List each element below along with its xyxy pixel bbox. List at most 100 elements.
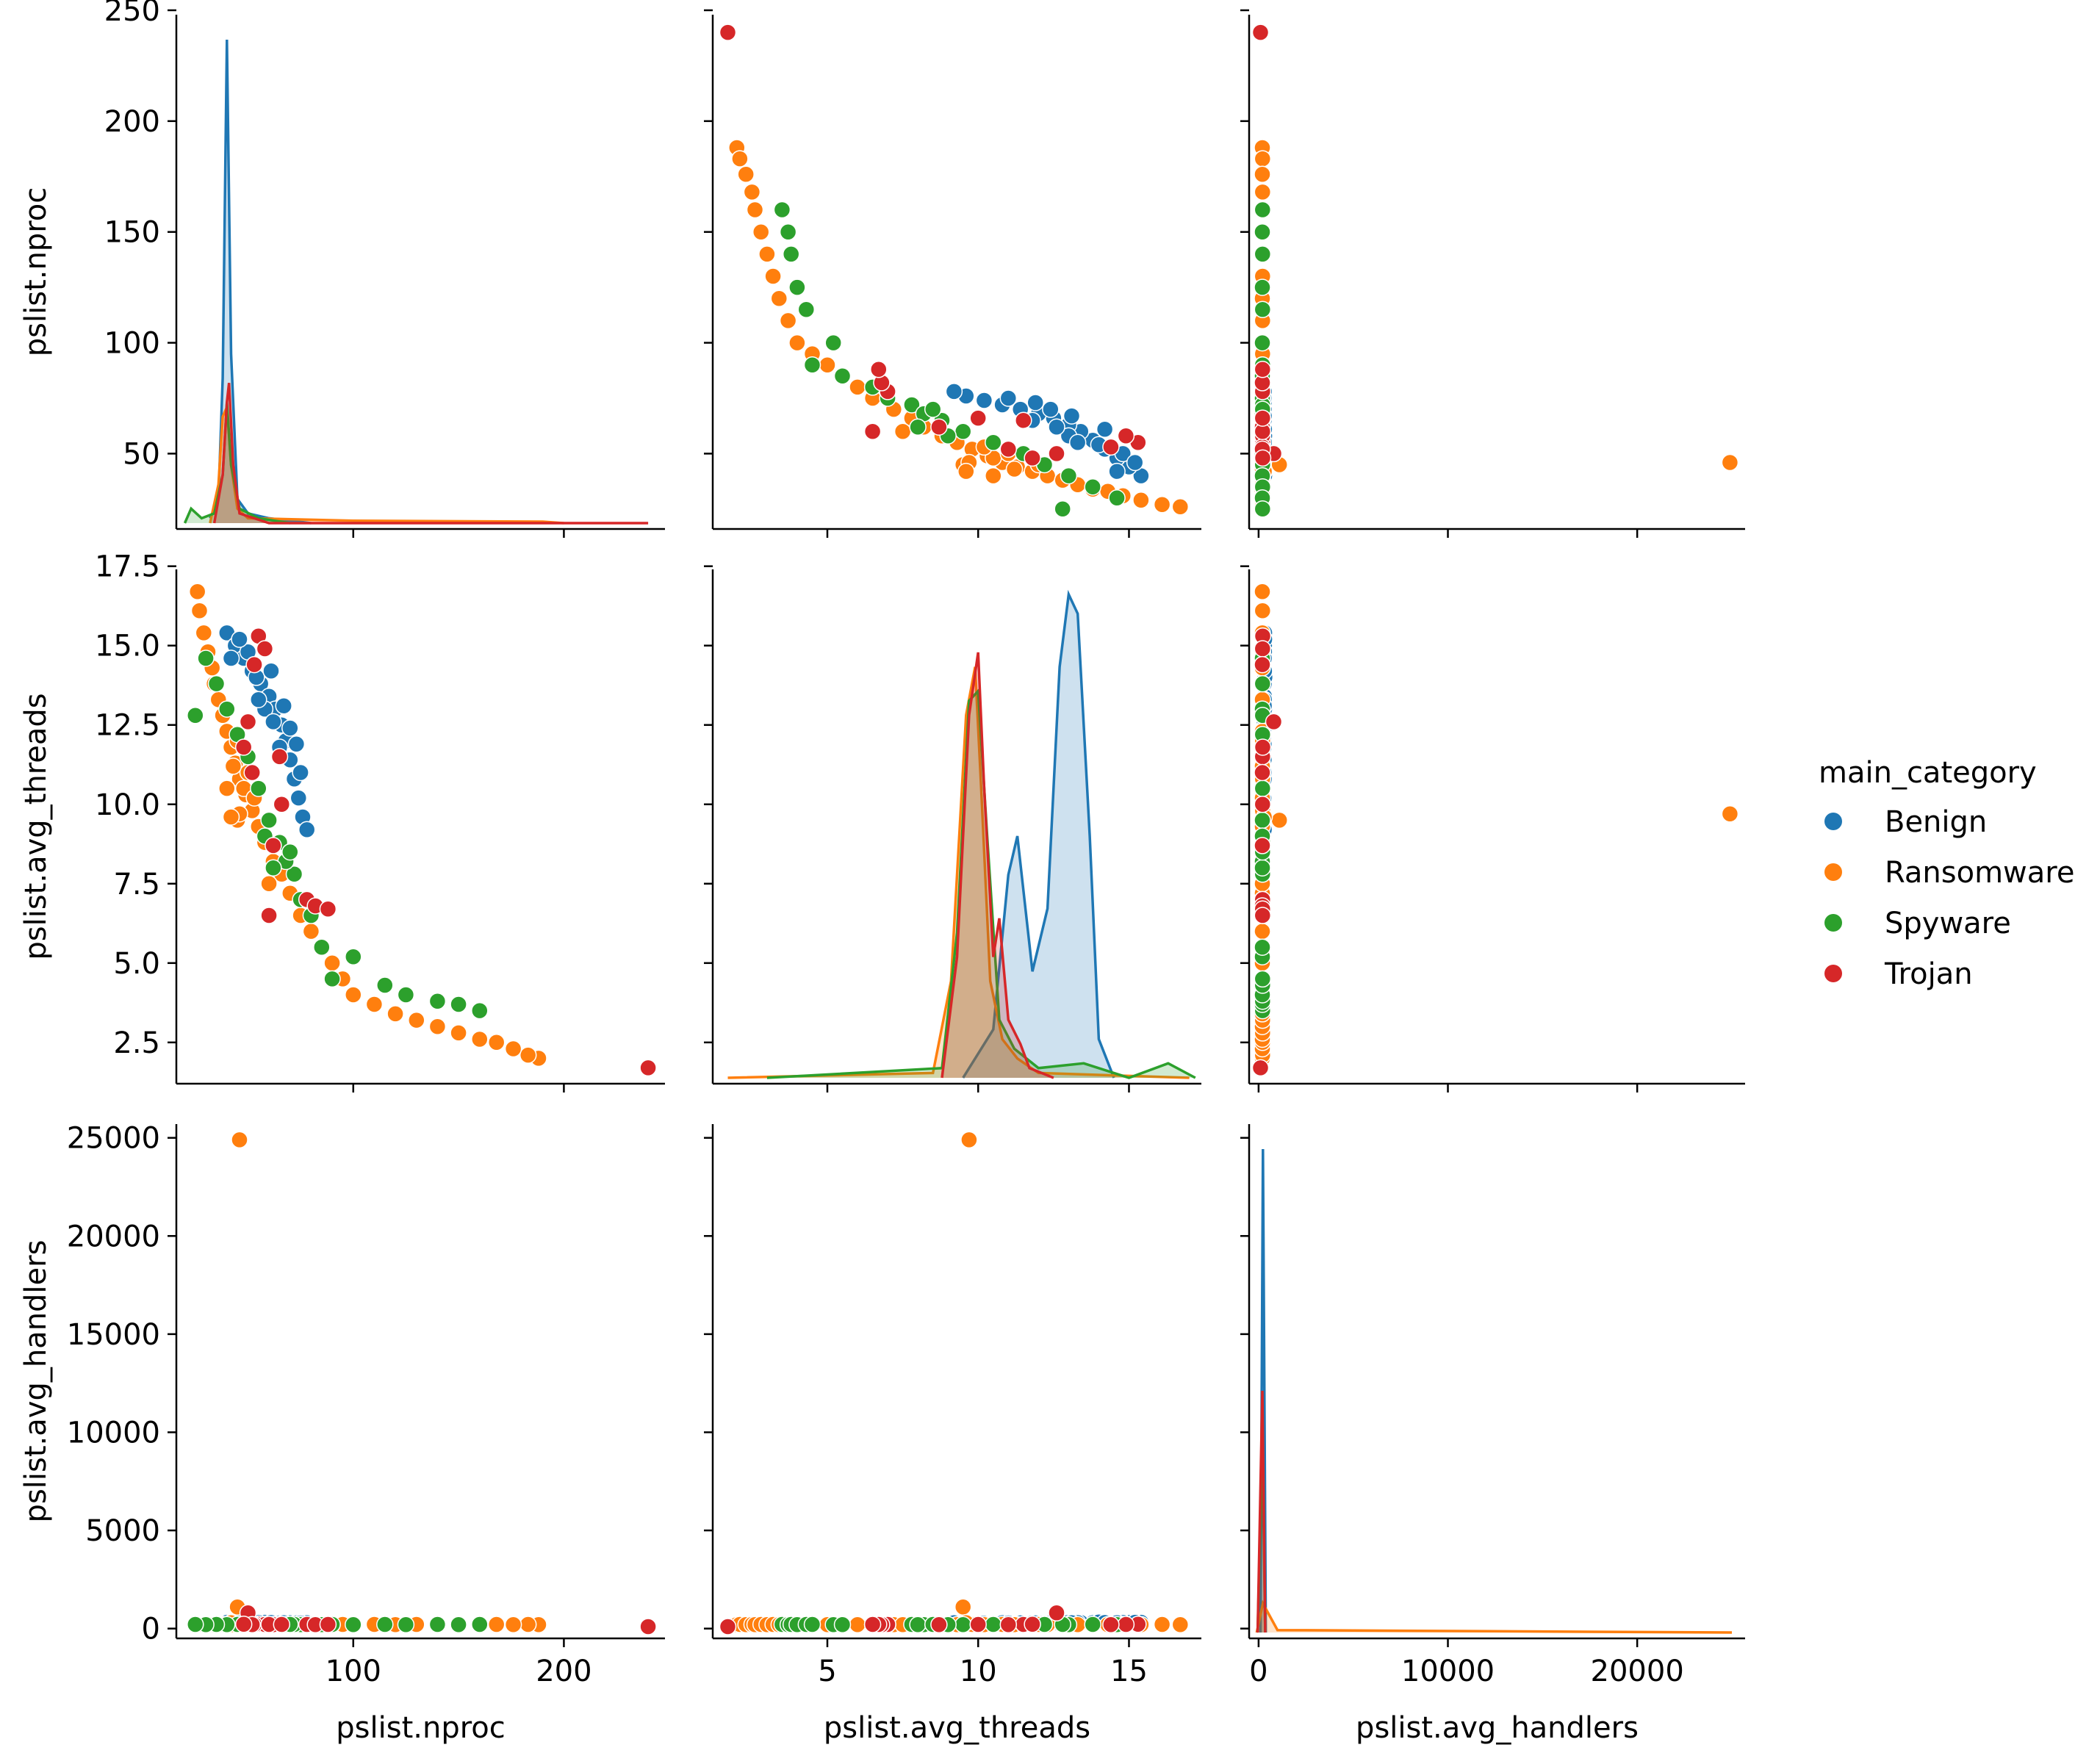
point-ransomware-36 bbox=[1721, 804, 1739, 823]
x-tick-label-pslist-avg-threads-0: 5 bbox=[818, 1655, 836, 1688]
kde-fill-ransomware-pslist-avg-handlers bbox=[1256, 1603, 1732, 1633]
legend-marker-spyware bbox=[1824, 914, 1842, 932]
point-spyware-14 bbox=[1254, 780, 1272, 797]
point-benign-20 bbox=[222, 649, 240, 667]
x-tick-label-pslist-avg-threads-2: 15 bbox=[1110, 1655, 1148, 1688]
point-trojan-0 bbox=[639, 1618, 657, 1635]
point-benign-25 bbox=[262, 662, 280, 680]
point-ransomware-6 bbox=[758, 245, 776, 263]
point-ransomware-4 bbox=[471, 1030, 489, 1048]
point-ransomware-36 bbox=[960, 1131, 978, 1149]
point-spyware-20 bbox=[187, 707, 204, 724]
point-trojan-11 bbox=[999, 440, 1018, 458]
point-benign-25 bbox=[1096, 420, 1114, 438]
point-ransomware-35 bbox=[1270, 811, 1288, 829]
point-ransomware-32 bbox=[1132, 492, 1150, 509]
panel-pslist-nproc-vs-pslist-avg-handlers bbox=[1251, 24, 1739, 518]
point-trojan-0 bbox=[1251, 1059, 1270, 1077]
x-axis-label-pslist-nproc: pslist.nproc bbox=[336, 1711, 505, 1745]
point-trojan-9 bbox=[239, 713, 257, 731]
point-spyware-1 bbox=[450, 996, 467, 1013]
point-ransomware-33 bbox=[1254, 602, 1272, 619]
y-tick-label-pslist-avg-threads-1: 5.0 bbox=[113, 947, 160, 981]
kde-fill-ransomware-pslist-avg-threads bbox=[727, 666, 1190, 1078]
point-ransomware-12 bbox=[819, 356, 836, 374]
point-spyware-7 bbox=[833, 1616, 852, 1634]
point-trojan-13 bbox=[1254, 738, 1272, 756]
point-trojan-13 bbox=[1024, 449, 1041, 467]
point-spyware-10 bbox=[903, 396, 921, 414]
point-ransomware-4 bbox=[746, 201, 764, 219]
point-ransomware-2 bbox=[504, 1616, 522, 1634]
point-trojan-0 bbox=[1251, 24, 1270, 41]
point-spyware-21 bbox=[1254, 859, 1271, 877]
kde-fill-trojan-pslist-avg-threads bbox=[942, 652, 1054, 1078]
y-tick-label-pslist-avg-handlers-4: 20000 bbox=[67, 1220, 160, 1253]
point-spyware-0 bbox=[471, 1616, 489, 1633]
point-spyware-19 bbox=[1108, 489, 1126, 507]
point-ransomware-34 bbox=[188, 583, 206, 600]
point-benign-26 bbox=[999, 389, 1018, 407]
point-spyware-5 bbox=[345, 948, 362, 965]
legend-label-ransomware: Ransomware bbox=[1885, 856, 2074, 890]
point-spyware-7 bbox=[833, 367, 852, 385]
point-trojan-8 bbox=[930, 418, 948, 436]
point-benign-23 bbox=[275, 697, 292, 715]
point-ransomware-14 bbox=[849, 1616, 866, 1634]
point-spyware-13 bbox=[954, 1616, 972, 1634]
point-spyware-17 bbox=[218, 700, 236, 718]
point-spyware-6 bbox=[1254, 970, 1272, 988]
point-trojan-6 bbox=[1254, 655, 1271, 674]
point-benign-21 bbox=[250, 691, 267, 708]
point-ransomware-36 bbox=[231, 1131, 248, 1149]
point-ransomware-1 bbox=[519, 1046, 537, 1064]
point-spyware-14 bbox=[985, 1616, 1002, 1633]
point-trojan-6 bbox=[245, 655, 263, 674]
legend-label-spyware: Spyware bbox=[1885, 907, 2011, 940]
point-benign-16 bbox=[1048, 418, 1065, 436]
point-spyware-1 bbox=[450, 1616, 467, 1634]
point-trojan-12 bbox=[969, 409, 987, 427]
panel-pslist-avg-threads-vs-pslist-avg-threads bbox=[727, 589, 1196, 1079]
point-trojan-0 bbox=[639, 1059, 657, 1077]
point-spyware-3 bbox=[397, 986, 415, 1004]
point-benign-13 bbox=[945, 383, 963, 400]
point-benign-22 bbox=[1042, 400, 1060, 418]
point-spyware-6 bbox=[803, 1616, 821, 1633]
point-ransomware-33 bbox=[1153, 496, 1171, 514]
point-spyware-4 bbox=[376, 1616, 394, 1633]
point-benign-26 bbox=[292, 763, 309, 782]
point-trojan-12 bbox=[1254, 409, 1272, 427]
point-trojan-3 bbox=[319, 1616, 337, 1633]
point-ransomware-40 bbox=[985, 467, 1002, 485]
y-tick-label-pslist-nproc-1: 100 bbox=[104, 327, 160, 361]
point-trojan-12 bbox=[273, 1616, 291, 1633]
y-tick-label-pslist-nproc-2: 150 bbox=[104, 216, 160, 250]
kde-line-trojan-pslist-nproc bbox=[212, 383, 649, 525]
point-ransomware-44 bbox=[222, 808, 240, 826]
point-trojan-13 bbox=[234, 738, 253, 756]
y-tick-label-pslist-avg-handlers-2: 10000 bbox=[67, 1416, 160, 1450]
legend-title: main_category bbox=[1819, 756, 2037, 790]
point-trojan-7 bbox=[1015, 411, 1032, 429]
point-benign-11 bbox=[290, 789, 308, 807]
plot-marks bbox=[183, 24, 1739, 1635]
kde-line-trojan-pslist-avg-handlers bbox=[1256, 1390, 1267, 1633]
point-ransomware-10 bbox=[345, 986, 362, 1004]
point-benign-23 bbox=[1062, 407, 1081, 425]
point-spyware-5 bbox=[1254, 334, 1271, 352]
point-trojan-13 bbox=[1024, 1616, 1041, 1633]
kde-line-ransomware-pslist-nproc bbox=[209, 406, 564, 525]
point-benign-11 bbox=[975, 392, 993, 409]
y-tick-label-pslist-nproc-3: 200 bbox=[104, 105, 160, 139]
legend: main_category Benign Ransomware Spyware … bbox=[1819, 756, 2074, 991]
point-spyware-5 bbox=[824, 334, 842, 352]
y-tick-label-pslist-nproc-4: 250 bbox=[104, 0, 160, 28]
point-ransomware-34 bbox=[1254, 583, 1271, 600]
axes-frames bbox=[168, 9, 1745, 1647]
x-tick-label-pslist-nproc-0: 100 bbox=[326, 1655, 381, 1688]
legend-marker-ransomware bbox=[1824, 863, 1842, 881]
point-spyware-14 bbox=[250, 780, 267, 797]
point-trojan-8 bbox=[930, 1616, 948, 1634]
point-ransomware-14 bbox=[302, 922, 320, 940]
